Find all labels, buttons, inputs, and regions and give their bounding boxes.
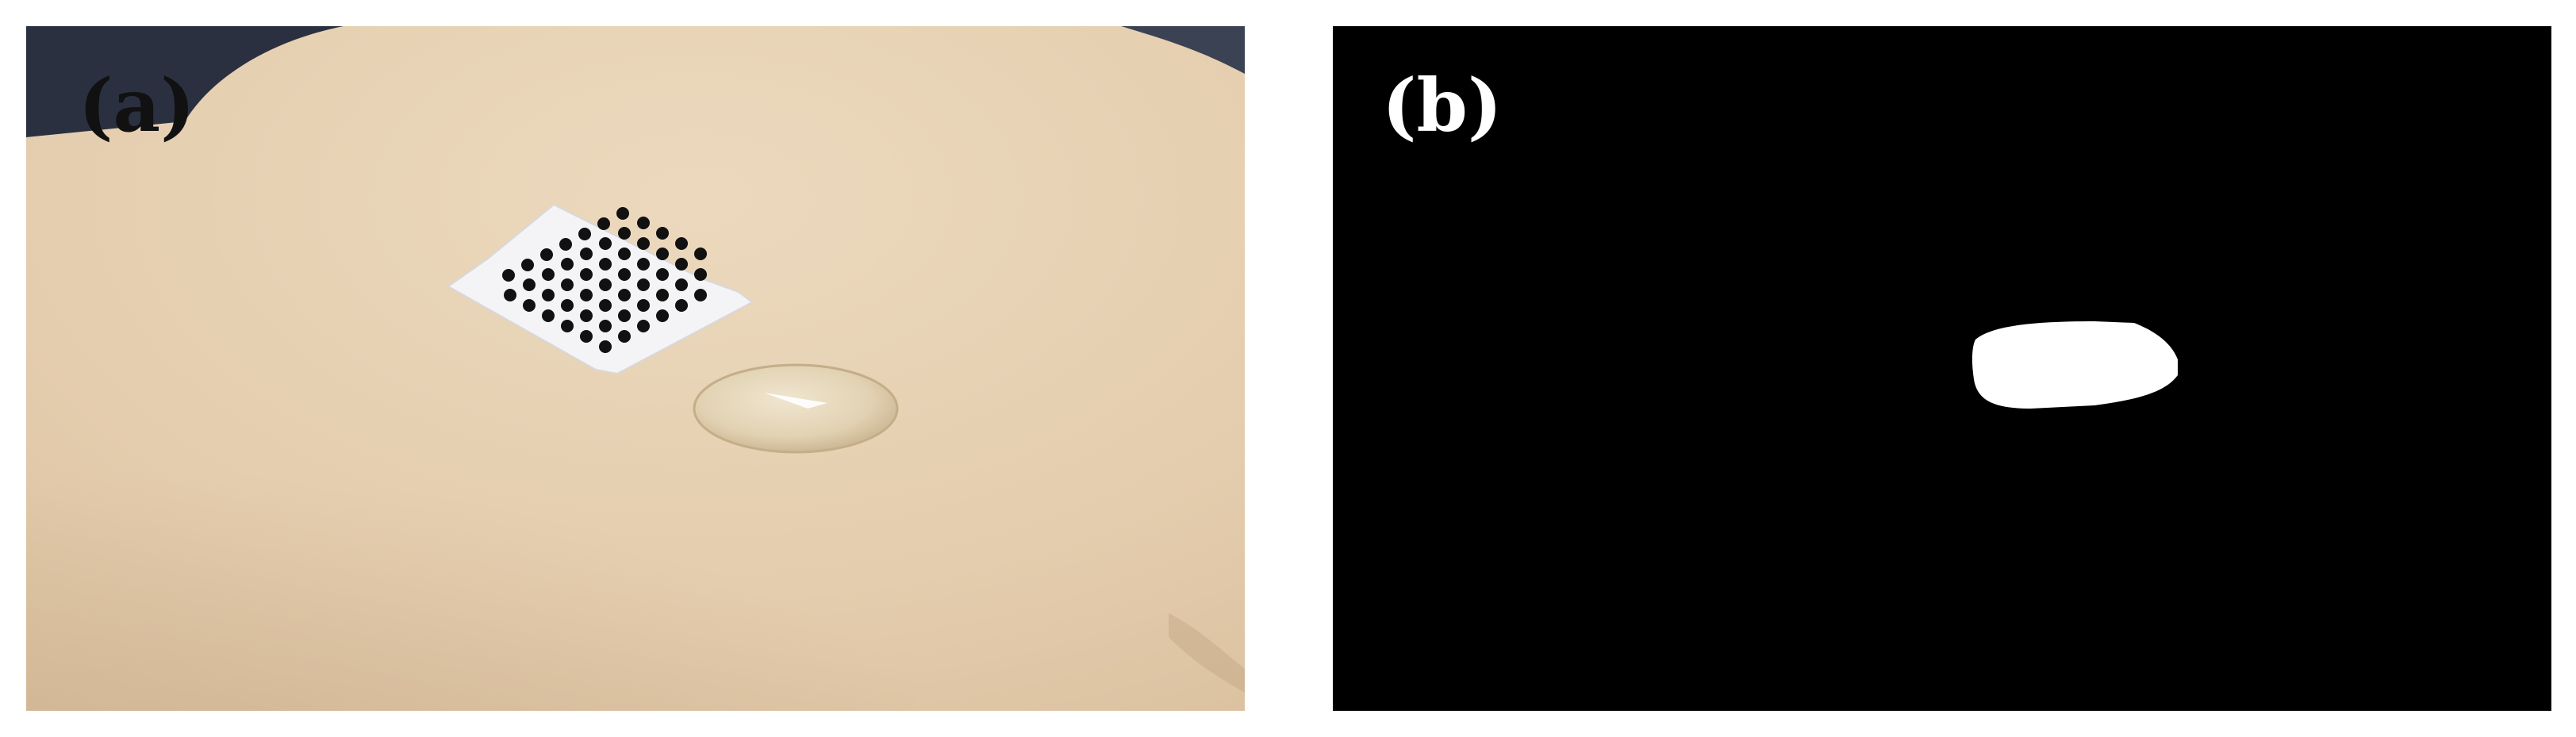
calibration-dot [694,248,707,260]
segmentation-mask-region [1971,321,2178,409]
panel-a-photo: (a) [26,26,1245,711]
calibration-dot [542,268,555,281]
surface-mark [1169,613,1245,693]
calibration-dot [542,309,555,322]
calibration-dot [523,278,536,291]
calibration-dot [656,309,669,322]
calibration-dot [618,227,631,240]
calibration-dot [580,289,593,301]
surface-shadow [26,409,915,711]
calibration-dot [542,289,555,301]
calibration-dot [694,268,707,281]
calibration-dot [578,228,591,240]
calibration-dot [599,237,612,250]
calibration-dot [599,278,612,291]
calibration-dot [523,299,536,312]
calibration-dot [504,289,516,301]
calibration-dot [580,268,593,281]
calibration-dot [616,207,629,220]
calibration-dot [540,248,553,261]
calibration-dot [656,289,669,301]
panel-b-mask: (b) [1333,26,2551,711]
calibration-dot [597,217,610,230]
calibration-dot [561,320,574,332]
calibration-dot [637,278,650,291]
calibration-target [447,203,754,375]
calibration-dot [637,299,650,312]
calibration-dot [599,340,612,353]
calibration-dot [618,268,631,281]
calibration-dot [580,330,593,343]
calibration-dot [618,248,631,260]
mask-background [1333,26,2551,711]
calibration-dot [502,269,515,282]
calibration-dot [656,248,669,260]
calibration-dot [561,258,574,271]
calibration-dot [599,299,612,312]
gel-droplet [693,363,899,454]
calibration-dot [580,309,593,322]
calibration-dot [618,289,631,301]
calibration-dot [561,299,574,312]
calibration-dot [637,258,650,271]
calibration-dot [618,330,631,343]
calibration-dot-grid [502,207,707,353]
calibration-dot [599,258,612,271]
mask-scene [1333,26,2551,711]
calibration-dot [675,237,688,250]
calibration-dot [675,299,688,312]
calibration-dot [637,217,650,229]
droplet-highlight [764,393,827,409]
calibration-dot [675,278,688,291]
panel-a-label: (a) [79,63,195,148]
calibration-dot [599,320,612,332]
calibration-dot [618,309,631,322]
panel-b-label: (b) [1382,63,1503,148]
calibration-dot [694,289,707,301]
calibration-dot [637,320,650,332]
dark-corner-background [26,26,344,137]
calibration-dot [637,237,650,250]
calibration-dot [521,259,534,271]
dark-corner-right [1121,26,1245,74]
calibration-dot [656,227,669,240]
calibration-dot [675,258,688,271]
photo-scene [26,26,1245,711]
calibration-dot [561,278,574,291]
calibration-dot [580,248,593,260]
calibration-dot [656,268,669,281]
calibration-dot [559,238,572,251]
